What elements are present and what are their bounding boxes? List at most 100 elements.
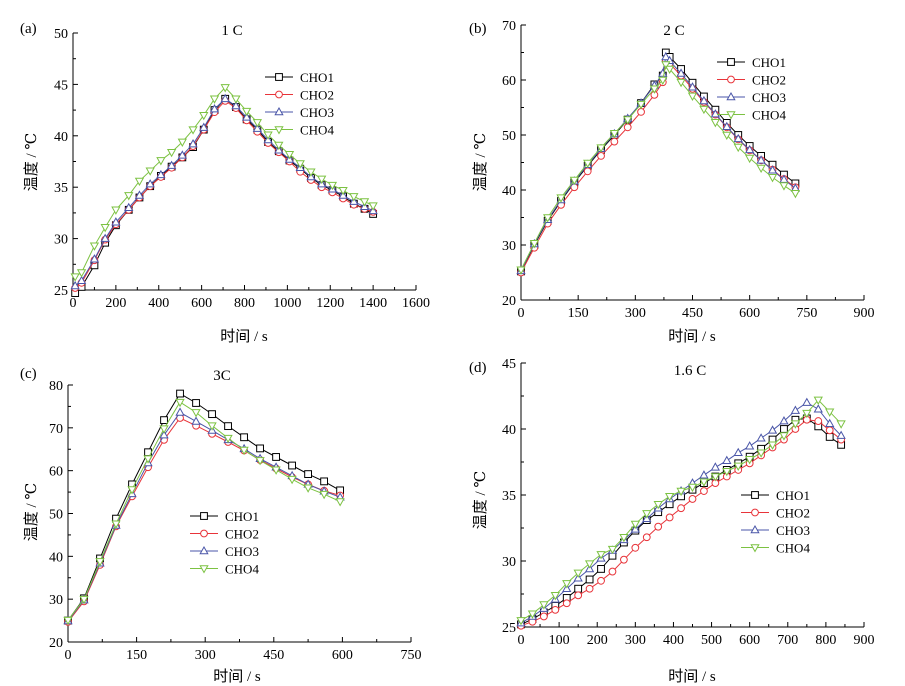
panel-d: (d) 1.6 C 时间 / s 温度 / ℃ bbox=[469, 360, 716, 685]
y-tick-label: 45 bbox=[54, 78, 68, 93]
legend-marker bbox=[200, 512, 208, 520]
data-point bbox=[207, 422, 217, 431]
data-point bbox=[209, 104, 220, 113]
x-tick-label: 900 bbox=[854, 633, 875, 648]
data-point bbox=[733, 133, 743, 143]
data-point bbox=[756, 433, 766, 442]
data-point bbox=[573, 569, 583, 578]
legend-marker bbox=[750, 524, 760, 534]
x-tick-label: 700 bbox=[777, 633, 798, 648]
y-tick-label: 25 bbox=[502, 621, 516, 636]
x-tick-label: 1600 bbox=[402, 296, 430, 311]
legend-d: CHO1 CHO2 CHO3 CHO4 bbox=[741, 488, 810, 556]
panel-b: (b) 2 C 时间 / s 温度 / ℃ bbox=[469, 21, 716, 345]
y-tick-label: 25 bbox=[54, 284, 68, 299]
x-tick-label: 0 bbox=[70, 296, 77, 311]
data-point bbox=[710, 462, 721, 471]
data-point bbox=[687, 483, 698, 493]
panel-a-ylabel: 温度 / ℃ bbox=[23, 133, 40, 191]
data-point bbox=[825, 433, 834, 441]
data-point bbox=[597, 152, 605, 160]
x-tick-label: 0 bbox=[518, 306, 525, 321]
panel-a-plot: 25 30 35 40 45 50 0 200 400 600 800 1000 1200 1400 160… bbox=[54, 27, 430, 311]
legend-label: CHO1 bbox=[225, 509, 259, 524]
y-tick-label: 20 bbox=[502, 294, 516, 309]
x-tick-label: 300 bbox=[625, 633, 646, 648]
data-point bbox=[543, 214, 553, 223]
data-point bbox=[597, 565, 605, 573]
data-point bbox=[610, 137, 619, 146]
data-point bbox=[166, 160, 177, 169]
y-tick-label: 45 bbox=[502, 357, 516, 372]
x-tick-label: 400 bbox=[663, 633, 684, 648]
data-point bbox=[224, 422, 232, 431]
data-point bbox=[585, 584, 594, 593]
panel-c-title: 3C bbox=[213, 368, 231, 384]
series-line-cho4 bbox=[67, 401, 341, 621]
data-point bbox=[687, 82, 698, 91]
x-tick-label: 200 bbox=[587, 633, 608, 648]
panel-b-ylabel: 温度 / ℃ bbox=[472, 133, 489, 191]
panel-c-ylabel: 温度 / ℃ bbox=[23, 483, 40, 541]
legend-a: CHO1 CHO2 CHO3 CHO4 bbox=[265, 70, 334, 138]
data-point bbox=[188, 138, 198, 148]
data-point bbox=[767, 165, 778, 174]
panel-c: (c) 3C 时间 / s 温度 / ℃ bbox=[20, 366, 261, 685]
panel-a: (a) 1 C 时间 / s 温度 / ℃ bbox=[20, 21, 268, 345]
data-point bbox=[699, 478, 709, 487]
data-point bbox=[156, 157, 166, 166]
data-point bbox=[687, 92, 698, 101]
data-point bbox=[780, 425, 788, 433]
panel-a-label: (a) bbox=[20, 21, 37, 37]
x-tick-label: 1200 bbox=[316, 296, 344, 311]
data-point bbox=[516, 266, 526, 275]
data-point bbox=[349, 193, 359, 202]
panel-c-xlabel: 时间 / s bbox=[213, 668, 261, 685]
y-tick-label: 20 bbox=[49, 636, 63, 651]
series-cho4 bbox=[70, 84, 378, 282]
data-point bbox=[263, 131, 273, 140]
panel-d-plot: 25 30 35 40 45 0 100 200 300 400 500 600 700 800 900 CH… bbox=[502, 357, 875, 648]
data-point bbox=[676, 68, 686, 77]
data-point bbox=[722, 131, 732, 141]
data-point bbox=[192, 399, 200, 407]
legend-marker bbox=[274, 106, 284, 116]
data-point bbox=[359, 198, 370, 207]
panel-a-title: 1 C bbox=[221, 23, 242, 39]
data-point bbox=[574, 591, 583, 600]
y-tick-label: 40 bbox=[502, 184, 516, 199]
data-point bbox=[620, 555, 628, 564]
data-point bbox=[585, 575, 594, 584]
x-tick-label: 600 bbox=[739, 633, 760, 648]
data-point bbox=[255, 457, 265, 466]
data-point bbox=[100, 223, 110, 233]
data-point bbox=[733, 462, 743, 471]
data-point bbox=[241, 107, 252, 117]
y-tick-label: 40 bbox=[502, 423, 516, 438]
data-point bbox=[609, 130, 620, 139]
data-point bbox=[661, 61, 671, 70]
data-point bbox=[802, 409, 812, 419]
x-tick-label: 800 bbox=[234, 296, 255, 311]
data-point bbox=[166, 148, 177, 158]
data-point bbox=[176, 389, 184, 398]
x-tick-label: 150 bbox=[126, 648, 147, 663]
data-point bbox=[767, 425, 778, 434]
legend-label: CHO1 bbox=[300, 70, 334, 85]
y-tick-label: 40 bbox=[54, 130, 68, 145]
data-point bbox=[836, 430, 846, 439]
data-point bbox=[562, 580, 572, 589]
legend-marker bbox=[750, 544, 760, 553]
data-point bbox=[699, 105, 709, 115]
data-point bbox=[825, 426, 834, 435]
y-tick-label: 60 bbox=[49, 465, 63, 480]
data-point bbox=[274, 141, 284, 151]
x-tick-label: 400 bbox=[148, 296, 169, 311]
data-point bbox=[159, 430, 169, 439]
data-point bbox=[191, 416, 201, 425]
series-cho3 bbox=[70, 93, 378, 290]
data-point bbox=[272, 453, 280, 461]
data-point bbox=[649, 85, 660, 94]
data-point bbox=[676, 487, 686, 497]
